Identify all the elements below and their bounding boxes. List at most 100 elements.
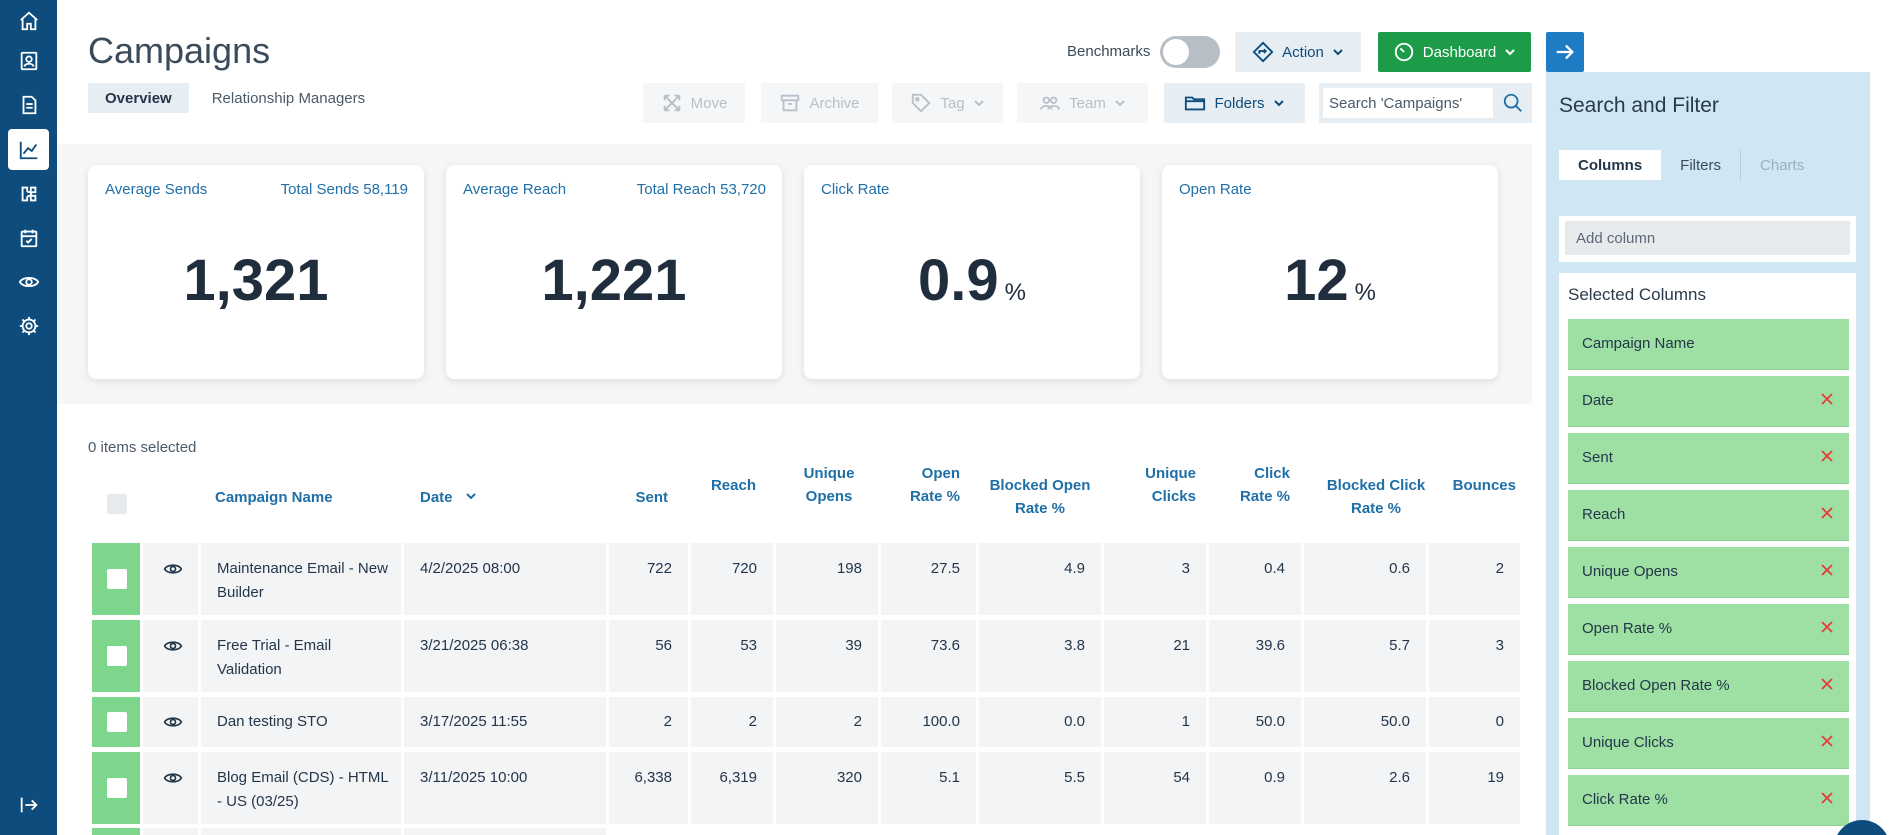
cell-blocked-click-rate: 5.7 — [1304, 620, 1426, 692]
selected-column-item[interactable]: Click Rate % — [1568, 775, 1849, 826]
table-row[interactable]: Dan testing STO 3/17/2025 11:55 2 2 2 10… — [92, 697, 1528, 747]
chevron-down-icon — [973, 100, 984, 107]
table-row[interactable]: Maintenance Email - New Builder 4/2/2025 … — [92, 543, 1528, 615]
cell-blocked-click-rate: 50.0 — [1304, 697, 1426, 747]
nav-collapse[interactable] — [8, 784, 49, 825]
add-column-input[interactable] — [1565, 221, 1850, 255]
remove-column-icon[interactable] — [1821, 621, 1833, 633]
benchmarks-toggle[interactable] — [1160, 36, 1220, 68]
move-button[interactable]: Move — [643, 83, 745, 123]
remove-column-icon[interactable] — [1821, 792, 1833, 804]
blocked-open-value: 5.5 — [1064, 769, 1085, 786]
selected-column-item[interactable]: Open Rate % — [1568, 604, 1849, 655]
nav-integrations[interactable] — [8, 173, 49, 214]
cell-open-rate: 73.6 — [881, 620, 976, 692]
remove-column-icon[interactable] — [1821, 564, 1833, 576]
folders-button[interactable]: Folders — [1164, 83, 1305, 123]
page-title: Campaigns — [88, 30, 271, 71]
row-checkbox[interactable] — [107, 646, 127, 666]
dashboard-button[interactable]: Dashboard — [1378, 32, 1531, 72]
selected-column-item[interactable]: Sent — [1568, 433, 1849, 484]
nav-home[interactable] — [8, 0, 49, 41]
header-blocked-click-rate[interactable]: Blocked Click Rate % — [1320, 474, 1432, 520]
nav-contacts[interactable] — [8, 40, 49, 81]
open-rate-value: 5.1 — [939, 769, 960, 786]
remove-column-icon[interactable] — [1821, 678, 1833, 690]
cell-campaign-name[interactable]: Blog Email (CDS) - HTML - US (03/25) — [201, 752, 401, 824]
stat-label[interactable]: Click Rate — [821, 181, 890, 198]
nav-calendar[interactable] — [8, 217, 49, 258]
selected-column-item[interactable]: Campaign Name — [1568, 319, 1849, 370]
date-value: 3/17/2025 11:55 — [420, 713, 528, 730]
header-unique-clicks[interactable]: Unique Clicks — [1120, 462, 1196, 508]
nav-documents[interactable] — [8, 84, 49, 125]
selected-column-item[interactable]: Unique Clicks — [1568, 718, 1849, 769]
stat-label[interactable]: Open Rate — [1179, 181, 1252, 198]
unique-clicks-value: 54 — [1173, 769, 1190, 786]
select-all-checkbox[interactable] — [107, 494, 127, 514]
help-button[interactable] — [1834, 820, 1890, 835]
stat-label[interactable]: Average Sends — [105, 181, 208, 198]
header-bounces[interactable]: Bounces — [1452, 477, 1516, 494]
selected-column-item[interactable]: Date — [1568, 376, 1849, 427]
table-row[interactable]: Free Trial - Email Validation 3/21/2025 0… — [92, 620, 1528, 692]
cell-unique-clicks: 3 — [1104, 543, 1206, 615]
action-button[interactable]: Action — [1235, 32, 1361, 72]
tab-filters[interactable]: Filters — [1680, 156, 1722, 174]
header-date[interactable]: Date — [420, 486, 477, 509]
cell-date: 3/11/2025 10:00 — [404, 752, 606, 824]
tag-button[interactable]: Tag — [892, 83, 1003, 123]
tab-charts[interactable]: Charts — [1740, 150, 1823, 180]
table-row[interactable]: Blog Email (CDS) - HTML - US (03/25) 3/11… — [92, 752, 1528, 824]
nav-monitor[interactable] — [8, 261, 49, 302]
nav-analytics[interactable] — [8, 129, 49, 170]
cell-campaign-name[interactable]: Maintenance Email - New Builder — [201, 543, 401, 615]
cell-open-rate: 27.5 — [881, 543, 976, 615]
selected-column-item[interactable]: Reach — [1568, 490, 1849, 541]
header-blocked-open-rate[interactable]: Blocked Open Rate % — [984, 474, 1096, 520]
row-checkbox[interactable] — [107, 712, 127, 732]
eye-icon[interactable] — [163, 768, 183, 788]
stat-total[interactable]: Total Sends 58,119 — [280, 181, 408, 198]
remove-column-icon[interactable] — [1821, 735, 1833, 747]
column-name: Unique Opens — [1582, 563, 1678, 580]
tab-relationship-managers[interactable]: Relationship Managers — [211, 89, 366, 107]
date-value: 4/2/2025 08:00 — [420, 560, 521, 577]
unique-opens-value: 198 — [836, 560, 862, 577]
tab-columns[interactable]: Columns — [1559, 150, 1662, 180]
header-reach[interactable]: Reach — [710, 477, 756, 494]
nav-settings[interactable] — [8, 305, 49, 346]
header-campaign-name[interactable]: Campaign Name — [215, 489, 333, 506]
stat-label[interactable]: Average Reach — [463, 181, 567, 198]
team-button[interactable]: Team — [1017, 83, 1148, 123]
row-select-cell — [92, 828, 140, 835]
header-open-rate[interactable]: Open Rate % — [888, 462, 960, 508]
selected-column-item[interactable]: Blocked Open Rate % — [1568, 661, 1849, 712]
remove-column-icon[interactable] — [1821, 507, 1833, 519]
selected-column-item[interactable]: Unique Opens — [1568, 547, 1849, 598]
table-row[interactable] — [92, 828, 1528, 835]
row-checkbox[interactable] — [107, 778, 127, 798]
archive-button[interactable]: Archive — [761, 83, 878, 123]
campaign-name-line: Maintenance Email - New — [217, 560, 388, 577]
row-select-cell — [92, 752, 140, 824]
chevron-down-icon — [1333, 49, 1343, 56]
tab-overview[interactable]: Overview — [88, 83, 189, 113]
remove-column-icon[interactable] — [1821, 393, 1833, 405]
eye-icon[interactable] — [163, 559, 183, 579]
cell-campaign-name[interactable]: Dan testing STO — [201, 697, 401, 747]
search-input[interactable] — [1323, 88, 1493, 118]
eye-icon[interactable] — [163, 636, 183, 656]
header-line: Rate % — [1239, 488, 1290, 505]
search-icon[interactable] — [1502, 92, 1524, 114]
stat-total[interactable]: Total Reach 53,720 — [636, 181, 766, 198]
row-checkbox[interactable] — [107, 569, 127, 589]
header-sent[interactable]: Sent — [635, 489, 668, 506]
toggle-panel-button[interactable] — [1546, 32, 1584, 72]
remove-column-icon[interactable] — [1821, 450, 1833, 462]
header-unique-opens[interactable]: Unique Opens — [788, 462, 870, 508]
header-click-rate[interactable]: Click Rate % — [1220, 462, 1290, 508]
cell-campaign-name[interactable]: Free Trial - Email Validation — [201, 620, 401, 692]
sent-value: 2 — [663, 713, 672, 730]
eye-icon[interactable] — [163, 712, 183, 732]
